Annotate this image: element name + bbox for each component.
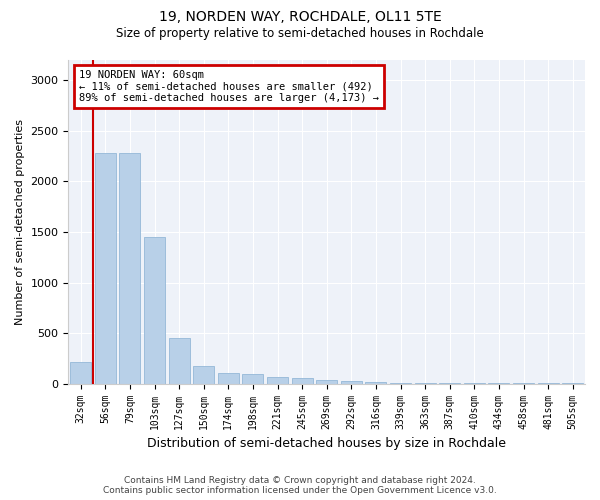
Bar [218,372,239,384]
Bar [365,382,386,384]
Text: 19 NORDEN WAY: 60sqm
← 11% of semi-detached houses are smaller (492)
89% of semi: 19 NORDEN WAY: 60sqm ← 11% of semi-detac… [79,70,379,103]
Bar [267,377,288,384]
Bar [242,374,263,384]
Bar [341,380,362,384]
Bar [95,153,116,384]
Text: Size of property relative to semi-detached houses in Rochdale: Size of property relative to semi-detach… [116,28,484,40]
Bar [316,380,337,384]
Bar [193,366,214,384]
Bar [292,378,313,384]
Y-axis label: Number of semi-detached properties: Number of semi-detached properties [15,119,25,325]
Bar [119,153,140,384]
Bar [390,383,411,384]
Bar [169,338,190,384]
Text: 19, NORDEN WAY, ROCHDALE, OL11 5TE: 19, NORDEN WAY, ROCHDALE, OL11 5TE [158,10,442,24]
Text: Contains HM Land Registry data © Crown copyright and database right 2024.
Contai: Contains HM Land Registry data © Crown c… [103,476,497,495]
Bar [144,237,165,384]
X-axis label: Distribution of semi-detached houses by size in Rochdale: Distribution of semi-detached houses by … [147,437,506,450]
Bar [415,383,436,384]
Bar [70,362,91,384]
